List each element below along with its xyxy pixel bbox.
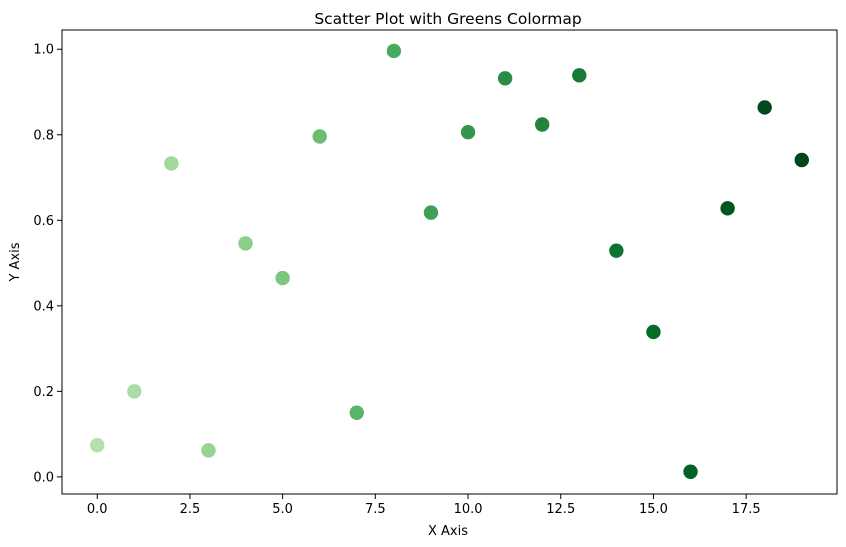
data-point-0 <box>90 438 105 453</box>
x-tick-label: 17.5 <box>732 502 761 517</box>
plot-area <box>90 43 809 479</box>
axes-frame <box>61 29 838 495</box>
data-point-2 <box>164 156 179 171</box>
x-tick-label: 12.5 <box>546 502 575 517</box>
data-point-14 <box>609 243 624 258</box>
x-tick-label: 7.5 <box>365 502 386 517</box>
x-tick-label: 10.0 <box>454 502 483 517</box>
data-point-4 <box>238 236 253 251</box>
data-point-18 <box>757 100 772 115</box>
y-axis: 0.0 0.2 0.4 0.6 0.8 1.0 <box>33 43 62 485</box>
data-point-5 <box>275 270 290 286</box>
x-tick-label: 2.5 <box>180 502 201 517</box>
data-point-13 <box>572 68 587 83</box>
x-axis: 0.0 2.5 5.0 7.5 10.0 12.5 15.0 17.5 <box>87 494 761 517</box>
y-tick-label: 0.6 <box>33 214 54 229</box>
y-tick-label: 0.4 <box>33 299 54 314</box>
data-point-15 <box>646 324 661 340</box>
data-point-11 <box>497 71 513 86</box>
data-point-17 <box>720 201 735 216</box>
data-point-19 <box>794 152 809 168</box>
x-tick-label: 15.0 <box>639 502 668 517</box>
x-axis-title: X Axis <box>428 524 468 539</box>
x-tick-label: 5.0 <box>272 502 293 517</box>
data-point-1 <box>127 384 142 399</box>
data-point-9 <box>423 205 439 220</box>
data-point-16 <box>683 464 698 479</box>
data-point-10 <box>460 125 476 140</box>
y-tick-label: 1.0 <box>33 43 54 58</box>
x-tick-label: 0.0 <box>87 502 108 517</box>
chart-title: Scatter Plot with Greens Colormap <box>314 10 581 28</box>
data-point-6 <box>312 129 327 144</box>
y-tick-label: 0.2 <box>33 385 54 400</box>
data-point-8 <box>386 43 402 59</box>
data-point-3 <box>201 443 216 458</box>
data-point-7 <box>349 405 364 420</box>
y-tick-label: 0.8 <box>33 128 54 143</box>
y-axis-title: Y Axis <box>8 242 23 282</box>
data-point-12 <box>535 117 550 132</box>
y-tick-label: 0.0 <box>33 470 54 485</box>
